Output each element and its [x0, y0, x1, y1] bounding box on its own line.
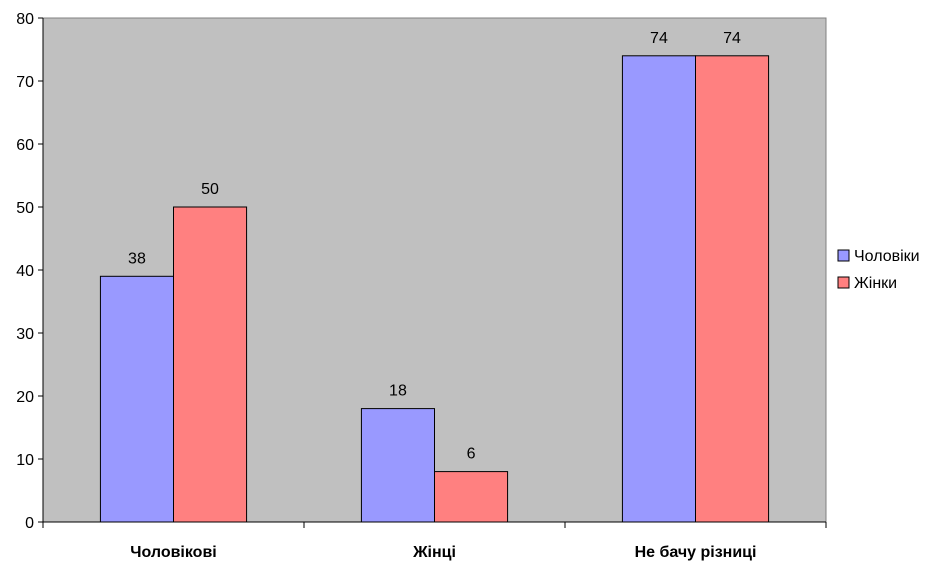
bar-women-2 — [434, 471, 509, 523]
x-category-label: Не бачу різниці — [635, 544, 757, 561]
legend-label: Жінки — [854, 275, 897, 292]
bar-men-3 — [621, 55, 696, 523]
x-category-label: Жінці — [412, 544, 456, 561]
y-tick-label: 70 — [16, 74, 34, 91]
bar-men-1 — [99, 275, 174, 523]
y-tick-label: 0 — [25, 515, 34, 532]
y-tick-label: 20 — [16, 389, 34, 406]
x-category-label: Чоловікові — [130, 544, 216, 561]
data-label: 38 — [128, 250, 146, 267]
data-label: 50 — [201, 181, 219, 198]
bar-women-3 — [695, 55, 770, 523]
y-tick-label: 40 — [16, 263, 34, 280]
legend-swatch — [837, 249, 850, 262]
data-label: 74 — [650, 30, 668, 47]
legend-label: Чоловіки — [854, 248, 920, 265]
y-tick-label: 10 — [16, 452, 34, 469]
legend-swatch — [837, 276, 850, 289]
bar-men-2 — [360, 408, 436, 523]
legend: Чоловіки Жінки — [837, 248, 920, 292]
bar-women-1 — [173, 206, 248, 523]
data-label: 18 — [389, 383, 407, 400]
data-label: 6 — [467, 446, 476, 463]
data-label: 74 — [723, 30, 741, 47]
y-tick-label: 60 — [16, 137, 34, 154]
y-tick-label: 30 — [16, 326, 34, 343]
y-tick-label: 50 — [16, 200, 34, 217]
y-tick-label: 80 — [16, 11, 34, 28]
